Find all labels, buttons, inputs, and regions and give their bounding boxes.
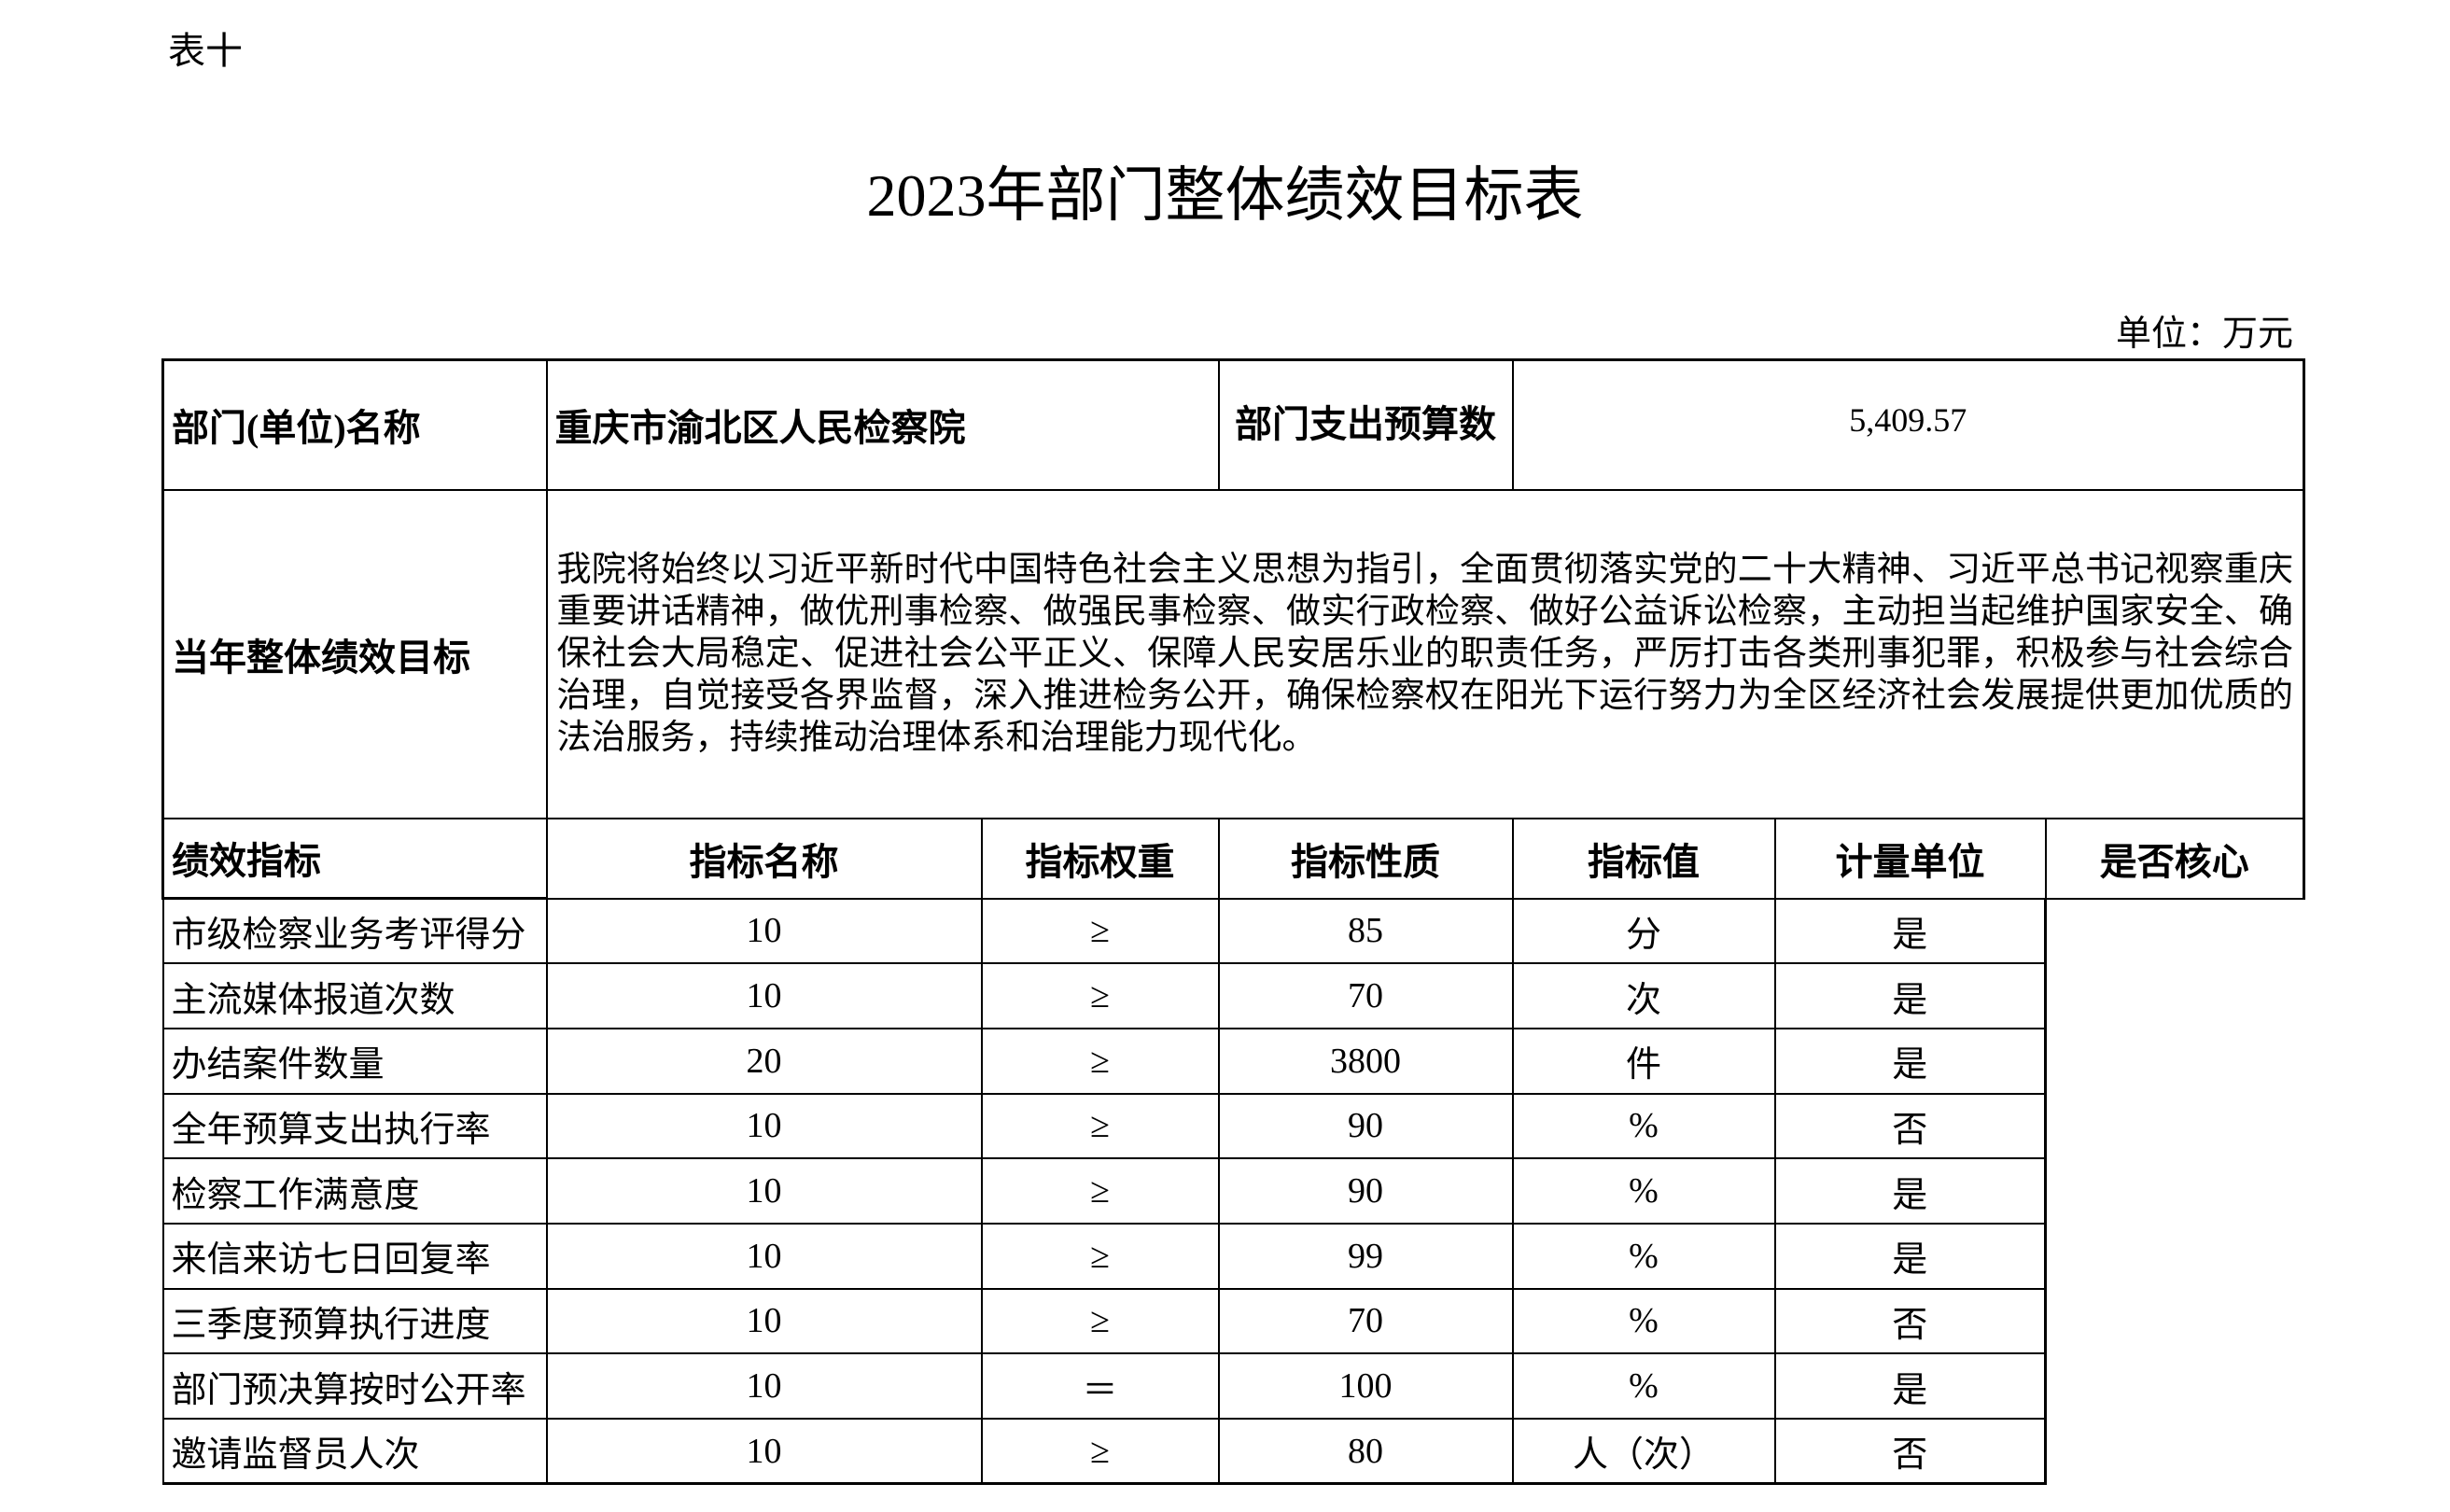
table-row: 检察工作满意度 10 ≥90% 是 — [161, 1157, 2304, 1225]
unit-label: 单位：万元 — [2115, 315, 2293, 354]
indicator-unit: 分 — [1511, 897, 1776, 965]
indicator-unit: % — [1511, 1352, 1776, 1420]
indicator-name: 主流媒体报道次数 — [161, 962, 548, 1029]
indicators-label: 绩效指标 — [161, 817, 548, 900]
indicator-value: 80 — [1217, 1418, 1514, 1486]
indicator-unit: % — [1511, 1092, 1776, 1160]
indicator-core: 否 — [1773, 1418, 2047, 1486]
indicator-weight: 10 — [545, 1287, 983, 1355]
indicator-name: 检察工作满意度 — [161, 1157, 548, 1225]
indicator-weight: 10 — [545, 897, 983, 965]
indicator-unit: % — [1511, 1287, 1776, 1355]
table-row: 来信来访七日回复率 10 ≥99% 是 — [161, 1222, 2304, 1290]
indicator-core: 是 — [1773, 1157, 2047, 1225]
page-title: 2023年部门整体绩效目标表 — [866, 162, 1584, 229]
indicator-value: 100 — [1217, 1352, 1514, 1420]
budget-label: 部门支出预算数 — [1217, 358, 1514, 491]
indicator-nature: ≥ — [980, 1418, 1220, 1486]
header-unit: 计量单位 — [1773, 817, 2047, 900]
indicator-core: 是 — [1773, 1222, 2047, 1290]
budget-value: 5,409.57 — [1511, 358, 2306, 491]
dept-row: 部门(单位)名称 重庆市渝北区人民检察院 部门支出预算数 5,409.57 — [161, 358, 2306, 491]
table-row: 部门预决算按时公开率 10 ＝ 100% 是 — [161, 1352, 2304, 1420]
indicator-nature: ≥ — [980, 1222, 1220, 1290]
indicator-value: 90 — [1217, 1092, 1514, 1160]
indicator-nature: ≥ — [980, 1287, 1220, 1355]
indicator-value: 70 — [1217, 962, 1514, 1029]
indicator-value: 99 — [1217, 1222, 1514, 1290]
goal-label: 当年整体绩效目标 — [161, 488, 548, 819]
header-nature: 指标性质 — [1217, 817, 1514, 900]
goal-text: 我院将始终以习近平新时代中国特色社会主义思想为指引，全面贯彻落实党的二十大精神、… — [545, 488, 2306, 819]
indicator-nature: ≥ — [980, 897, 1220, 965]
indicator-weight: 10 — [545, 962, 983, 1029]
header-core: 是否核心 — [2044, 817, 2306, 900]
indicator-weight: 20 — [545, 1027, 983, 1095]
indicator-unit: 次 — [1511, 962, 1776, 1029]
table-number: 表十 — [168, 30, 243, 72]
indicator-nature: ＝ — [980, 1352, 1220, 1420]
indicator-unit: % — [1511, 1222, 1776, 1290]
indicator-name: 办结案件数量 — [161, 1027, 548, 1095]
indicator-unit: % — [1511, 1157, 1776, 1225]
table-row: 邀请监督员人次 10 ≥80 人（次）否 — [161, 1418, 2304, 1486]
table-row: 市级检察业务考评得分 10 ≥85 分是 — [161, 897, 2304, 965]
indicator-nature: ≥ — [980, 1157, 1220, 1225]
dept-name-value: 重庆市渝北区人民检察院 — [545, 358, 1220, 491]
indicator-weight: 10 — [545, 1092, 983, 1160]
indicator-weight: 10 — [545, 1418, 983, 1486]
header-indicator-name: 指标名称 — [545, 817, 983, 900]
dept-name-label: 部门(单位)名称 — [161, 358, 548, 491]
indicator-unit: 件 — [1511, 1027, 1776, 1095]
indicator-core: 否 — [1773, 1092, 2047, 1160]
indicator-nature: ≥ — [980, 1027, 1220, 1095]
table-row: 办结案件数量 20 ≥3800 件是 — [161, 1027, 2304, 1095]
indicator-name: 全年预算支出执行率 — [161, 1092, 548, 1160]
header-weight: 指标权重 — [980, 817, 1220, 900]
indicator-value: 70 — [1217, 1287, 1514, 1355]
table-row: 三季度预算执行进度 10 ≥70% 否 — [161, 1287, 2304, 1355]
header-value: 指标值 — [1511, 817, 1776, 900]
indicator-weight: 10 — [545, 1157, 983, 1225]
performance-table: 部门(单位)名称 重庆市渝北区人民检察院 部门支出预算数 5,409.57 当年… — [161, 358, 2306, 1486]
indicator-value: 85 — [1217, 897, 1514, 965]
indicator-core: 是 — [1773, 962, 2047, 1029]
indicator-nature: ≥ — [980, 962, 1220, 1029]
indicator-name: 市级检察业务考评得分 — [161, 897, 548, 965]
indicator-core: 是 — [1773, 1027, 2047, 1095]
indicator-value: 90 — [1217, 1157, 1514, 1225]
goal-row: 当年整体绩效目标 我院将始终以习近平新时代中国特色社会主义思想为指引，全面贯彻落… — [161, 488, 2306, 819]
indicator-name: 三季度预算执行进度 — [161, 1287, 548, 1355]
table-row: 主流媒体报道次数 10 ≥70 次是 — [161, 962, 2304, 1029]
indicator-name: 邀请监督员人次 — [161, 1418, 548, 1486]
indicator-weight: 10 — [545, 1222, 983, 1290]
indicator-value: 3800 — [1217, 1027, 1514, 1095]
indicator-name: 部门预决算按时公开率 — [161, 1352, 548, 1420]
indicator-core: 是 — [1773, 1352, 2047, 1420]
indicator-unit: 人（次） — [1511, 1418, 1776, 1486]
table-row: 全年预算支出执行率 10 ≥90% 否 — [161, 1092, 2304, 1160]
indicator-nature: ≥ — [980, 1092, 1220, 1160]
indicator-name: 来信来访七日回复率 — [161, 1222, 548, 1290]
indicator-header-row: 绩效指标 指标名称 指标权重 指标性质 指标值 计量单位 是否核心 — [161, 817, 2306, 900]
indicator-weight: 10 — [545, 1352, 983, 1420]
indicator-core: 否 — [1773, 1287, 2047, 1355]
indicator-core: 是 — [1773, 897, 2047, 965]
